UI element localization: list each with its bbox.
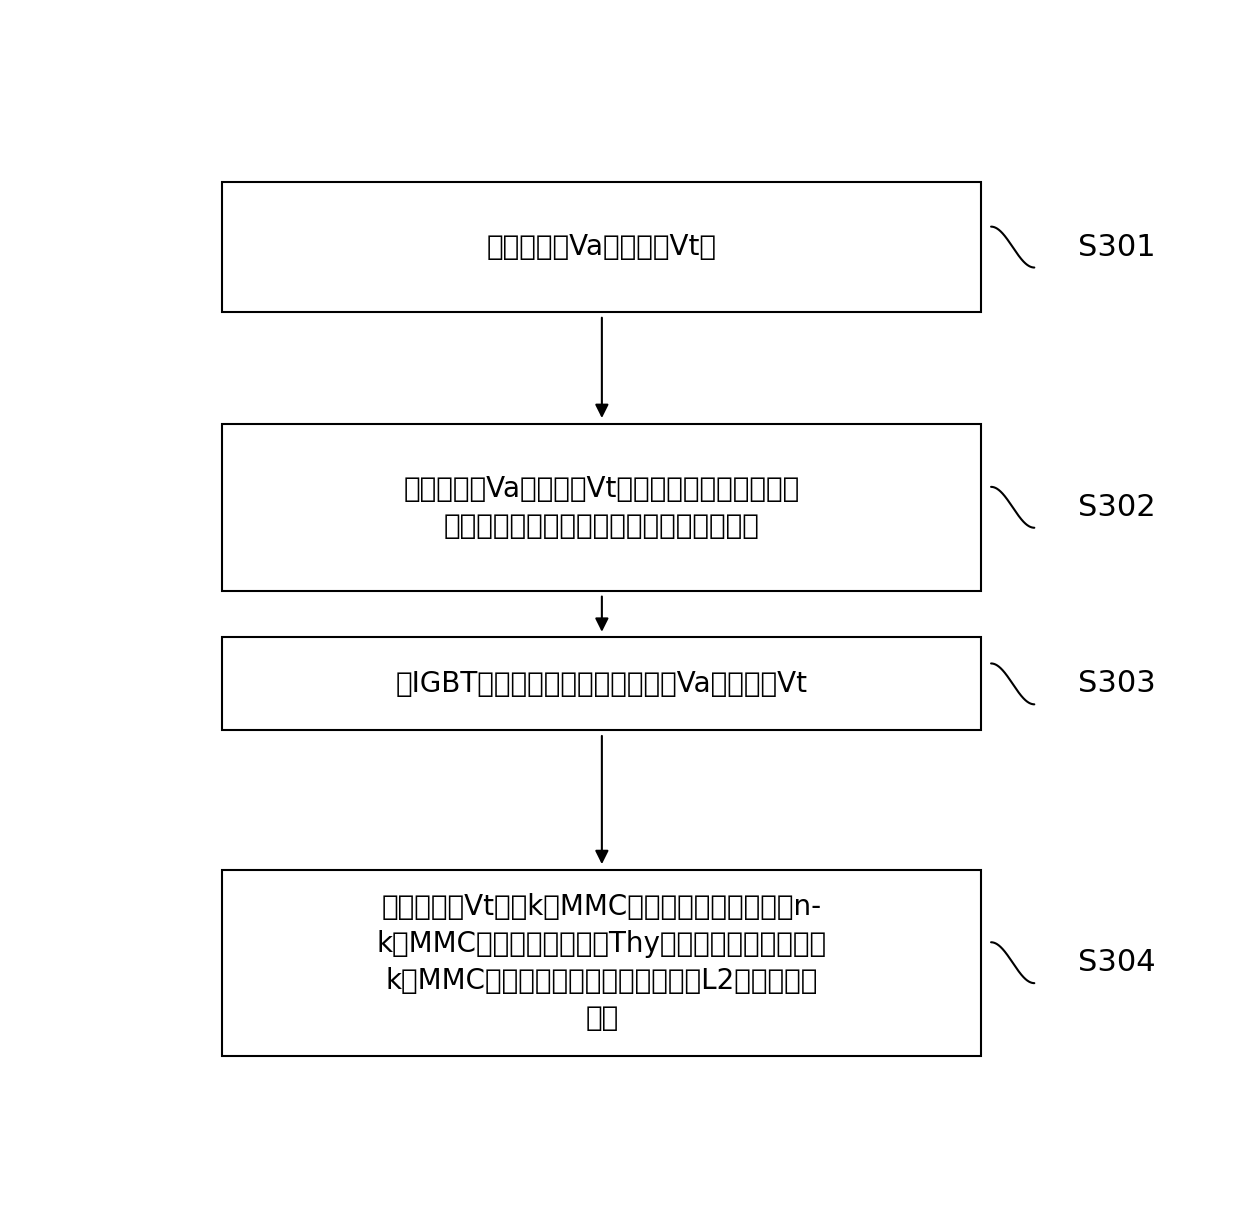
Bar	[222, 637, 982, 730]
Text: S301: S301	[1078, 233, 1156, 262]
Text: 导通试品阀Vt中的k个MMC子模块，同时向剩余的n-: 导通试品阀Vt中的k个MMC子模块，同时向剩余的n-	[382, 893, 822, 921]
Text: 解锁辅助阀Va和试品阀Vt；: 解锁辅助阀Va和试品阀Vt；	[487, 233, 717, 261]
Text: 在IGBT结温稳定之后，闭锁辅助阀Va和试品阀Vt: 在IGBT结温稳定之后，闭锁辅助阀Va和试品阀Vt	[396, 670, 808, 698]
Text: S303: S303	[1078, 670, 1156, 699]
Text: S304: S304	[1078, 949, 1156, 978]
Bar	[222, 424, 982, 591]
Text: k个MMC子模块中的晶闸管Thy发送触发信号，以使得: k个MMC子模块中的晶闸管Thy发送触发信号，以使得	[377, 931, 827, 958]
Bar	[222, 182, 982, 313]
Text: S302: S302	[1078, 492, 1156, 521]
Bar	[222, 870, 982, 1056]
Text: k个MMC子模块电容通过该限流电抗器L2放电形成过: k个MMC子模块电容通过该限流电抗器L2放电形成过	[386, 967, 818, 996]
Text: 调节辅助阀Va和试品阀Vt的输出电压交流分量的幅: 调节辅助阀Va和试品阀Vt的输出电压交流分量的幅	[404, 474, 800, 502]
Text: 值以及相角差，使得试验电流达到预定阈值: 值以及相角差，使得试验电流达到预定阈值	[444, 512, 760, 540]
Text: 电流: 电流	[585, 1004, 619, 1032]
